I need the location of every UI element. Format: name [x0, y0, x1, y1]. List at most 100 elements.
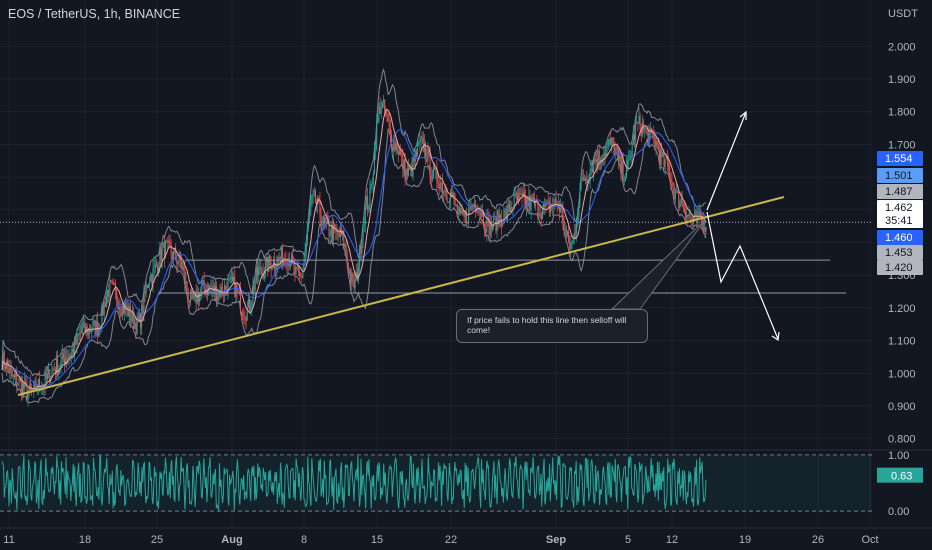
candle-body [619, 155, 621, 160]
candle-body [565, 228, 567, 236]
candle-body [460, 207, 462, 214]
candle-body [435, 168, 437, 170]
time-tick-label: 5 [625, 534, 631, 546]
candle-body [377, 116, 379, 123]
candle-body [102, 305, 104, 316]
price-tick-label: 0.800 [888, 434, 916, 446]
candle-body [267, 257, 269, 272]
candle-body [368, 206, 370, 210]
candle-body [310, 202, 312, 211]
time-tick-label: Sep [546, 534, 566, 546]
candle-body [681, 198, 683, 205]
candle-body [187, 292, 189, 302]
candle-body [450, 191, 452, 202]
price-badge [877, 184, 923, 199]
candle-body [683, 208, 685, 212]
candle-body [631, 144, 633, 158]
candle-body [544, 203, 546, 208]
candle-body [497, 210, 499, 225]
candle-body [34, 381, 36, 383]
candle-body [577, 216, 579, 224]
candle-body [287, 258, 289, 266]
candle-body [672, 182, 674, 188]
oscillator-tick-label: 1.00 [888, 450, 909, 462]
price-badge [877, 260, 923, 275]
candle-body [538, 213, 540, 217]
candle-body [237, 290, 239, 292]
candle-body [431, 178, 433, 180]
candle-body [85, 326, 87, 333]
annotation-callout[interactable]: If price fails to hold this line then se… [456, 309, 648, 343]
candle-body [281, 247, 283, 266]
candle-body [236, 284, 238, 291]
candle-body [421, 136, 423, 138]
candle-body [70, 352, 72, 357]
candle-body [465, 211, 467, 223]
candle-body [564, 228, 566, 231]
candle-body [264, 261, 266, 275]
candle-body [373, 150, 375, 174]
candle-body [570, 243, 572, 249]
candle-body [358, 268, 360, 281]
candle-body [480, 211, 482, 217]
candle-body [498, 215, 500, 225]
candle-body [434, 167, 436, 170]
candle-body [531, 196, 533, 201]
time-tick-label: Oct [861, 534, 878, 546]
candle-body [665, 155, 667, 160]
candle-body [389, 126, 391, 134]
candle-body [256, 266, 258, 276]
candle-body [118, 307, 120, 310]
candle-body [312, 193, 314, 195]
candle-body [555, 198, 557, 204]
candle-body [481, 211, 483, 217]
candle-body [496, 210, 498, 232]
candle-body [32, 389, 34, 391]
candle-body [9, 367, 11, 374]
candle-body [463, 215, 465, 217]
candle-body [593, 158, 595, 172]
candle-body [259, 266, 261, 269]
candle-body [448, 201, 450, 203]
candle-body [342, 231, 344, 236]
candle-body [57, 358, 59, 376]
candle-body [638, 116, 640, 124]
candle-body [678, 192, 680, 209]
candle-body [606, 145, 608, 147]
candle-body [402, 154, 404, 170]
price-tick-label: 1.000 [888, 368, 916, 380]
candle-body [79, 332, 81, 334]
price-badge [877, 168, 923, 183]
candle-body [13, 374, 15, 377]
candle-body [621, 161, 623, 173]
candle-body [104, 302, 106, 307]
time-tick-label: 18 [79, 534, 91, 546]
candle-body [250, 306, 252, 310]
candle-body [472, 205, 474, 207]
candle-body [571, 242, 573, 244]
candle-body [350, 270, 352, 283]
candle-body [303, 261, 305, 271]
candle-body [515, 193, 517, 197]
candle-body [369, 187, 371, 207]
candle-body [568, 231, 570, 243]
candle-body [306, 227, 308, 241]
candle-body [255, 266, 257, 281]
candle-body [105, 296, 107, 307]
candle-body [655, 141, 657, 147]
candle-body [66, 358, 68, 360]
candle-body [422, 137, 424, 152]
candle-body [225, 285, 227, 290]
candle-body [630, 157, 632, 158]
candle-body [297, 267, 299, 272]
candle-body [29, 384, 31, 389]
candle-body [545, 202, 547, 208]
candle-body [361, 240, 363, 254]
price-badge [877, 213, 923, 228]
candle-body [84, 322, 86, 333]
candle-body [345, 244, 347, 256]
time-tick-label: 15 [371, 534, 383, 546]
candle-body [294, 263, 296, 274]
candle-body [607, 140, 609, 146]
